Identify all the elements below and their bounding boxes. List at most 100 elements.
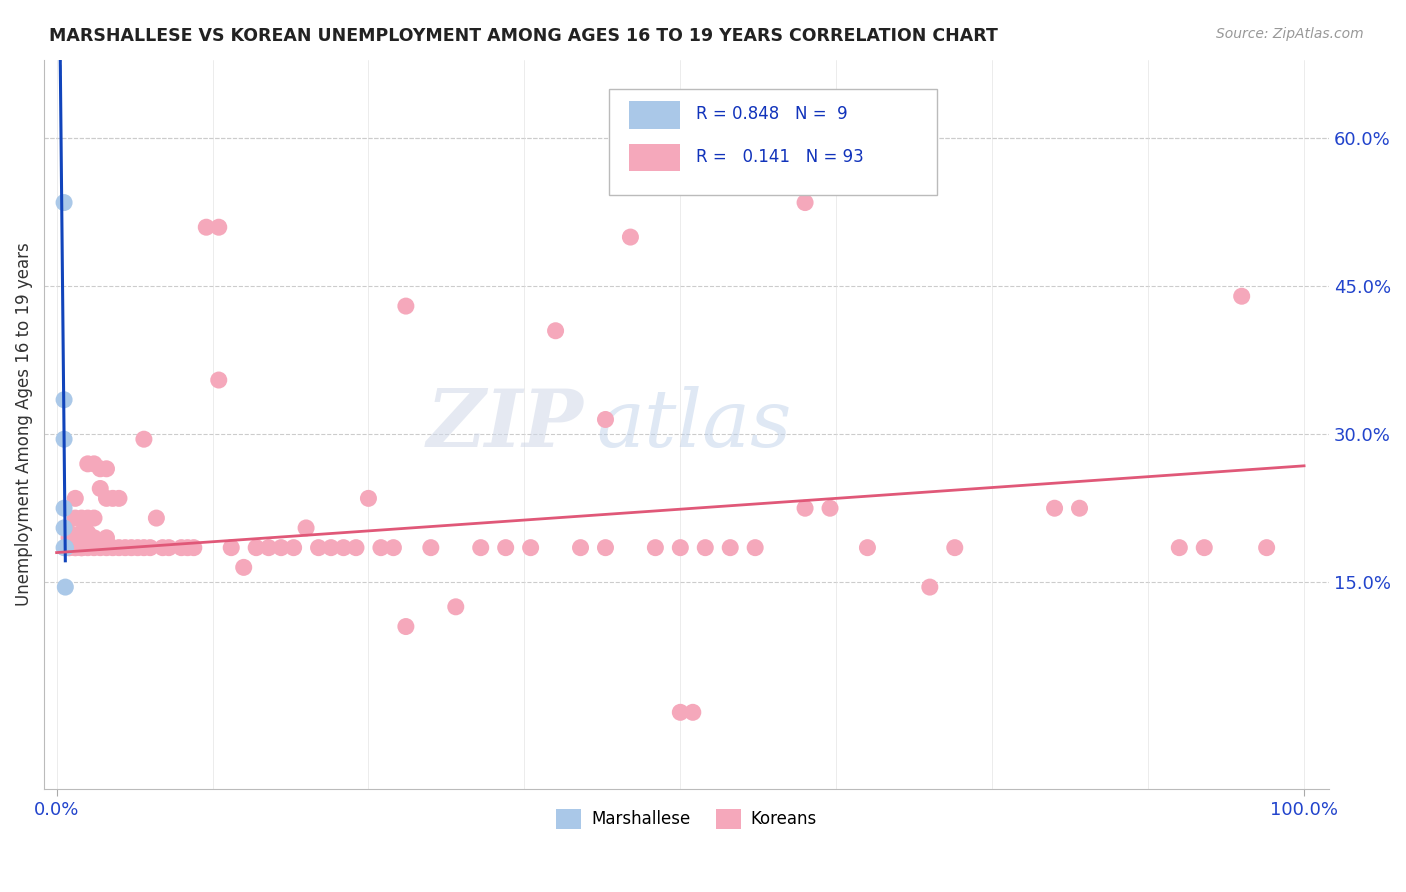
Point [943,541,966,555]
Point [183,541,205,555]
Point [644,541,666,555]
Point [76,457,98,471]
Text: Source: ZipAtlas.com: Source: ZipAtlas.com [1216,27,1364,41]
Point [58,525,80,540]
Point [357,491,380,506]
Point [270,541,292,555]
Point [419,541,441,555]
Point [96,491,118,506]
Point [695,541,717,555]
Point [744,541,766,555]
Point [53,541,76,555]
Point [544,324,567,338]
Point [70,541,93,555]
Point [395,619,418,633]
Point [53,392,76,407]
Point [83,457,105,471]
Point [53,432,76,446]
Text: ZIP: ZIP [427,385,583,463]
Point [114,541,136,555]
Point [58,541,80,555]
Point [382,541,405,555]
Point [53,541,76,555]
Point [127,541,149,555]
Point [89,482,111,496]
Point [53,195,76,210]
Point [669,706,692,720]
Point [65,541,87,555]
Point [70,525,93,540]
Point [89,462,111,476]
Point [58,531,80,545]
Point [718,541,741,555]
Point [132,432,155,446]
FancyBboxPatch shape [628,144,681,171]
Point [108,541,131,555]
FancyBboxPatch shape [609,89,938,194]
Point [96,541,118,555]
Point [370,541,392,555]
Point [208,373,231,387]
Point [65,511,87,525]
Point [76,511,98,525]
Point [70,541,93,555]
Point [395,299,418,313]
Point [83,541,105,555]
Point [70,511,93,525]
Legend: Marshallese, Koreans: Marshallese, Koreans [550,802,824,836]
Text: MARSHALLESE VS KOREAN UNEMPLOYMENT AMONG AGES 16 TO 19 YEARS CORRELATION CHART: MARSHALLESE VS KOREAN UNEMPLOYMENT AMONG… [49,27,998,45]
Point [308,541,330,555]
Point [53,580,76,594]
Point [139,541,162,555]
FancyBboxPatch shape [628,101,681,129]
Point [96,462,118,476]
Point [856,541,879,555]
Point [918,580,941,594]
Point [295,521,318,535]
Point [58,541,80,555]
Point [120,541,142,555]
Point [818,501,841,516]
Point [101,491,124,506]
Point [76,541,98,555]
Point [53,521,76,535]
Point [1043,501,1066,516]
Point [319,541,342,555]
Point [257,541,280,555]
Point [65,541,87,555]
Point [1069,501,1091,516]
Point [108,491,131,506]
Point [519,541,541,555]
Point [283,541,305,555]
Point [83,531,105,545]
Text: R =   0.141   N = 93: R = 0.141 N = 93 [696,148,863,166]
Point [89,541,111,555]
Point [1256,541,1278,555]
Point [595,541,617,555]
Text: R = 0.848   N =  9: R = 0.848 N = 9 [696,105,848,123]
Point [83,511,105,525]
Point [595,412,617,426]
Point [344,541,367,555]
Point [70,541,93,555]
Point [794,195,817,210]
Point [794,501,817,516]
Point [96,531,118,545]
Point [53,501,76,516]
Y-axis label: Unemployment Among Ages 16 to 19 years: Unemployment Among Ages 16 to 19 years [15,243,32,607]
Point [65,531,87,545]
Point [232,560,254,574]
Point [152,541,174,555]
Point [195,220,218,235]
Point [157,541,180,555]
Point [176,541,198,555]
Point [470,541,492,555]
Point [669,541,692,555]
Point [495,541,517,555]
Point [682,706,704,720]
Point [101,541,124,555]
Point [332,541,354,555]
Point [219,541,242,555]
Point [619,230,641,244]
Text: atlas: atlas [596,385,792,463]
